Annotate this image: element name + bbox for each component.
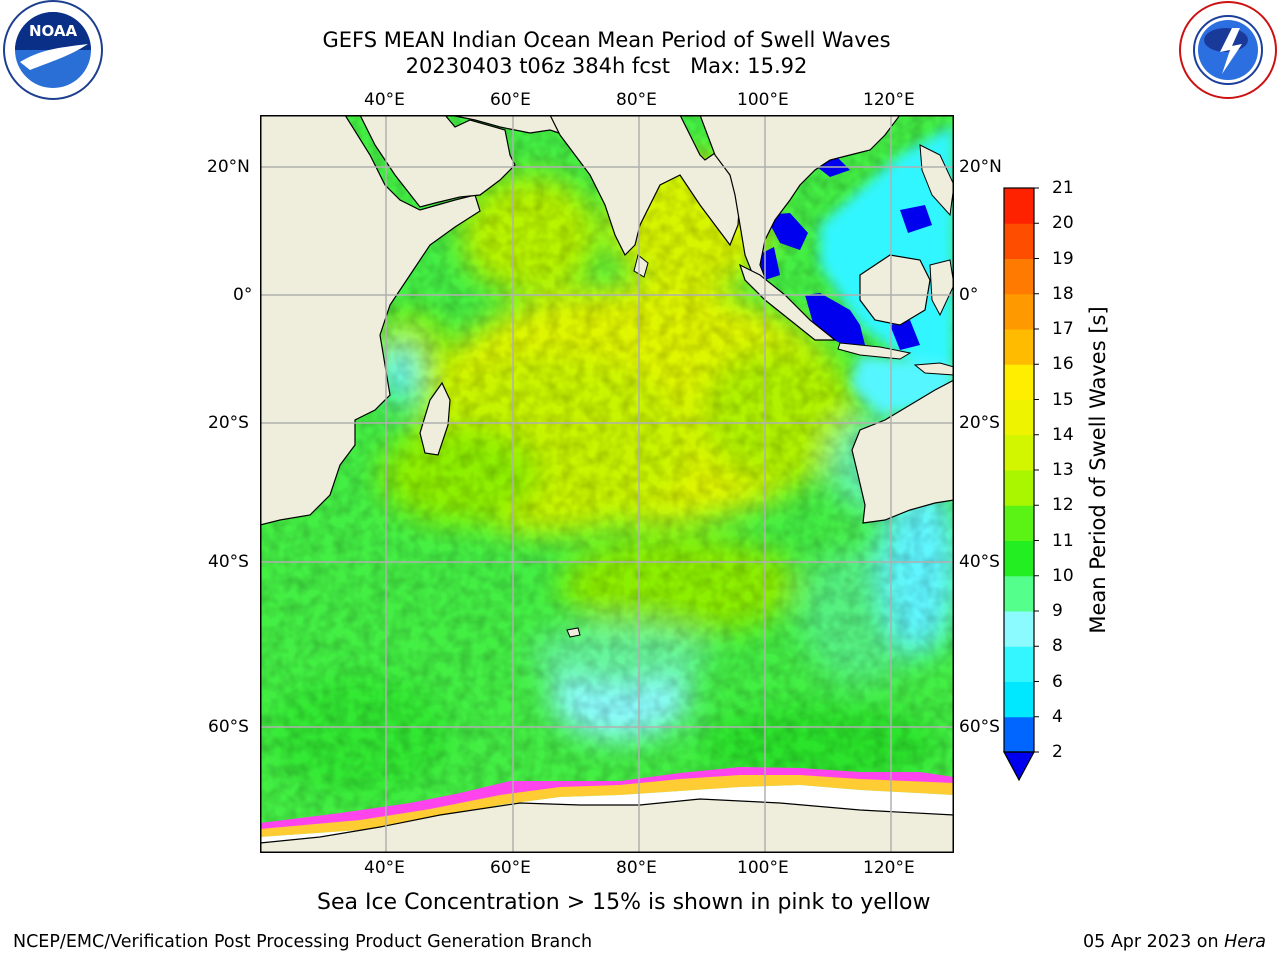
- lat-label-right-40s: 40°S: [959, 552, 1000, 572]
- colorbar-tick-label: 18: [1052, 283, 1074, 304]
- sulawesi-land: [929, 259, 955, 317]
- colorbar-segment: [1004, 575, 1034, 612]
- sri-lanka-land: [633, 254, 649, 278]
- colorbar-segment: [1004, 399, 1034, 436]
- noaa-logo: NOAA: [0, 0, 106, 100]
- sumatra-land: [738, 263, 837, 341]
- map-panel: [259, 114, 960, 854]
- lon-label-top-40e: 40°E: [364, 90, 405, 110]
- lat-label-right-20n: 20°N: [959, 157, 1002, 177]
- colorbar-tick-label: 19: [1052, 248, 1074, 269]
- lat-label-left-20s: 20°S: [208, 413, 249, 433]
- colorbar-segment: [1004, 646, 1034, 682]
- sea-ice-caption: Sea Ice Concentration > 15% is shown in …: [317, 890, 931, 915]
- graticule: [260, 115, 954, 853]
- colorbar-segment: [1004, 470, 1034, 506]
- colorbar-segment: [1004, 223, 1034, 259]
- colorbar-segment: [1004, 716, 1034, 753]
- colorbar-label: Mean Period of Swell Waves [s]: [1086, 306, 1110, 634]
- colorbar-segment: [1004, 188, 1034, 224]
- colorbar: [1000, 185, 1040, 785]
- footer-credit: NCEP/EMC/Verification Post Processing Pr…: [13, 932, 593, 952]
- lat-label-left-20n: 20°N: [207, 157, 250, 177]
- footer-machine: Hera: [1224, 932, 1266, 952]
- lon-label-bottom-40e: 40°E: [364, 858, 405, 878]
- southeast-asia-land: [699, 114, 902, 292]
- map-title: GEFS MEAN Indian Ocean Mean Period of Sw…: [322, 28, 891, 52]
- colorbar-tick-label: 13: [1052, 460, 1074, 480]
- lat-label-right-60s: 60°S: [959, 717, 1000, 737]
- colorbar-tick-label: 2: [1052, 742, 1063, 762]
- colorbar-tick-label: 12: [1052, 495, 1074, 516]
- colorbar-tick-label: 15: [1052, 389, 1074, 410]
- colorbar-segment: [1004, 258, 1034, 295]
- colorbar-tick-label: 21: [1052, 178, 1074, 198]
- lat-label-right-0: 0°: [959, 285, 979, 305]
- colorbar-extension: [1002, 751, 1036, 782]
- sea-ice-band: [260, 767, 954, 837]
- colorbar-segment: [1004, 293, 1034, 330]
- lon-label-bottom-60e: 60°E: [490, 858, 531, 878]
- lon-label-top-100e: 100°E: [737, 90, 789, 110]
- nws-logo: [1176, 0, 1280, 100]
- antarctica-land: [259, 798, 955, 854]
- lon-label-top-60e: 60°E: [490, 90, 531, 110]
- australia-land: [851, 379, 955, 524]
- colorbar-segment: [1004, 434, 1034, 471]
- colorbar-tick-label: 17: [1052, 319, 1074, 339]
- philippines-land: [919, 144, 955, 217]
- colorbar-tick-label: 4: [1052, 706, 1063, 727]
- colorbar-tick-label: 16: [1052, 354, 1074, 375]
- lon-label-bottom-120e: 120°E: [863, 858, 915, 878]
- colorbar-tick-label: 8: [1052, 636, 1063, 657]
- kerguelen-island: [566, 627, 581, 638]
- lat-label-left-40s: 40°S: [208, 552, 249, 572]
- colorbar-segment: [1004, 681, 1034, 718]
- lon-label-top-120e: 120°E: [863, 90, 915, 110]
- colorbar-graphic: [1002, 187, 1039, 782]
- lon-label-top-80e: 80°E: [616, 90, 657, 110]
- lon-label-bottom-80e: 80°E: [616, 858, 657, 878]
- java-land: [837, 342, 912, 360]
- map-subtitle: 20230403 t06z 384h fcst Max: 15.92: [405, 54, 808, 78]
- india-land: [549, 114, 741, 257]
- colorbar-tick-label: 20: [1052, 213, 1074, 234]
- colorbar-segment: [1004, 364, 1034, 400]
- lat-label-left-0: 0°: [233, 285, 253, 305]
- colorbar-segment: [1004, 611, 1034, 647]
- colorbar-tick-label: 6: [1052, 671, 1063, 692]
- madagascar-land: [419, 381, 451, 456]
- colorbar-segment: [1004, 329, 1034, 365]
- noaa-logo-text: NOAA: [29, 22, 78, 40]
- colorbar-segment: [1004, 505, 1034, 541]
- colorbar-tick-label: 11: [1052, 530, 1074, 551]
- footer-date: 05 Apr 2023 on Hera: [1083, 932, 1266, 952]
- lat-label-left-60s: 60°S: [208, 717, 249, 737]
- colorbar-segment: [1004, 540, 1034, 577]
- colorbar-tick-label: 14: [1052, 424, 1074, 445]
- map-frame: [260, 115, 954, 853]
- colorbar-tick-label: 10: [1052, 565, 1074, 586]
- colorbar-tick-label: 9: [1052, 601, 1063, 621]
- lat-label-right-20s: 20°S: [959, 413, 1000, 433]
- borneo-land: [859, 254, 931, 326]
- arabia-land: [359, 114, 516, 208]
- footer-date-text: 05 Apr 2023 on: [1083, 932, 1225, 952]
- lon-label-bottom-100e: 100°E: [737, 858, 789, 878]
